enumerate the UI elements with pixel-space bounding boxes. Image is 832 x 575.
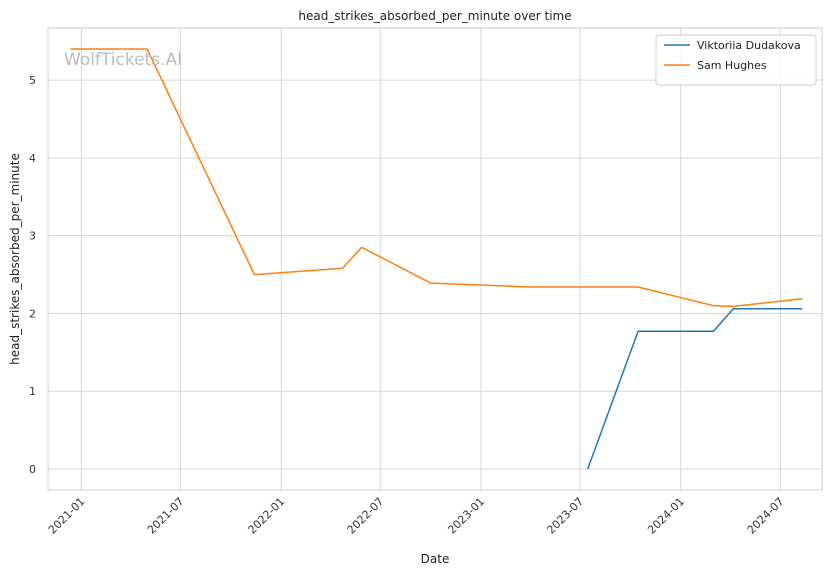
y-tick-label: 3 <box>29 230 36 243</box>
y-tick-label: 1 <box>29 385 36 398</box>
x-tick-label: 2023-01 <box>445 495 487 537</box>
y-axis-label: head_strikes_absorbed_per_minute <box>8 153 22 365</box>
series-lines <box>70 48 803 470</box>
y-tick-label: 4 <box>29 152 36 165</box>
x-tick-label: 2022-07 <box>345 495 387 537</box>
x-tick-label: 2024-07 <box>745 495 787 537</box>
legend: Viktoriia Dudakova Sam Hughes <box>655 34 817 86</box>
legend-label: Sam Hughes <box>697 59 767 72</box>
series-line <box>586 308 803 470</box>
legend-label: Viktoriia Dudakova <box>697 39 801 52</box>
x-tick-label: 2023-07 <box>544 495 586 537</box>
x-tick-label: 2021-01 <box>46 495 88 537</box>
watermark: WolfTickets.AI <box>64 50 182 70</box>
x-tick-label: 2024-01 <box>645 495 687 537</box>
chart-title: head_strikes_absorbed_per_minute over ti… <box>298 9 571 23</box>
tick-labels: 0 1 2 3 4 5 2021-01 2021-07 2022-01 2022-07 2023-0… <box>29 74 787 537</box>
x-axis-label: Date <box>421 552 450 566</box>
y-tick-label: 2 <box>29 307 36 320</box>
y-tick-label: 5 <box>29 74 36 87</box>
x-tick-label: 2021-07 <box>145 495 187 537</box>
legend-box <box>655 34 817 86</box>
plot-frame <box>47 27 823 491</box>
y-tick-label: 0 <box>29 463 36 476</box>
series-line <box>70 48 803 308</box>
grid <box>48 28 822 490</box>
x-tick-label: 2022-01 <box>246 495 288 537</box>
